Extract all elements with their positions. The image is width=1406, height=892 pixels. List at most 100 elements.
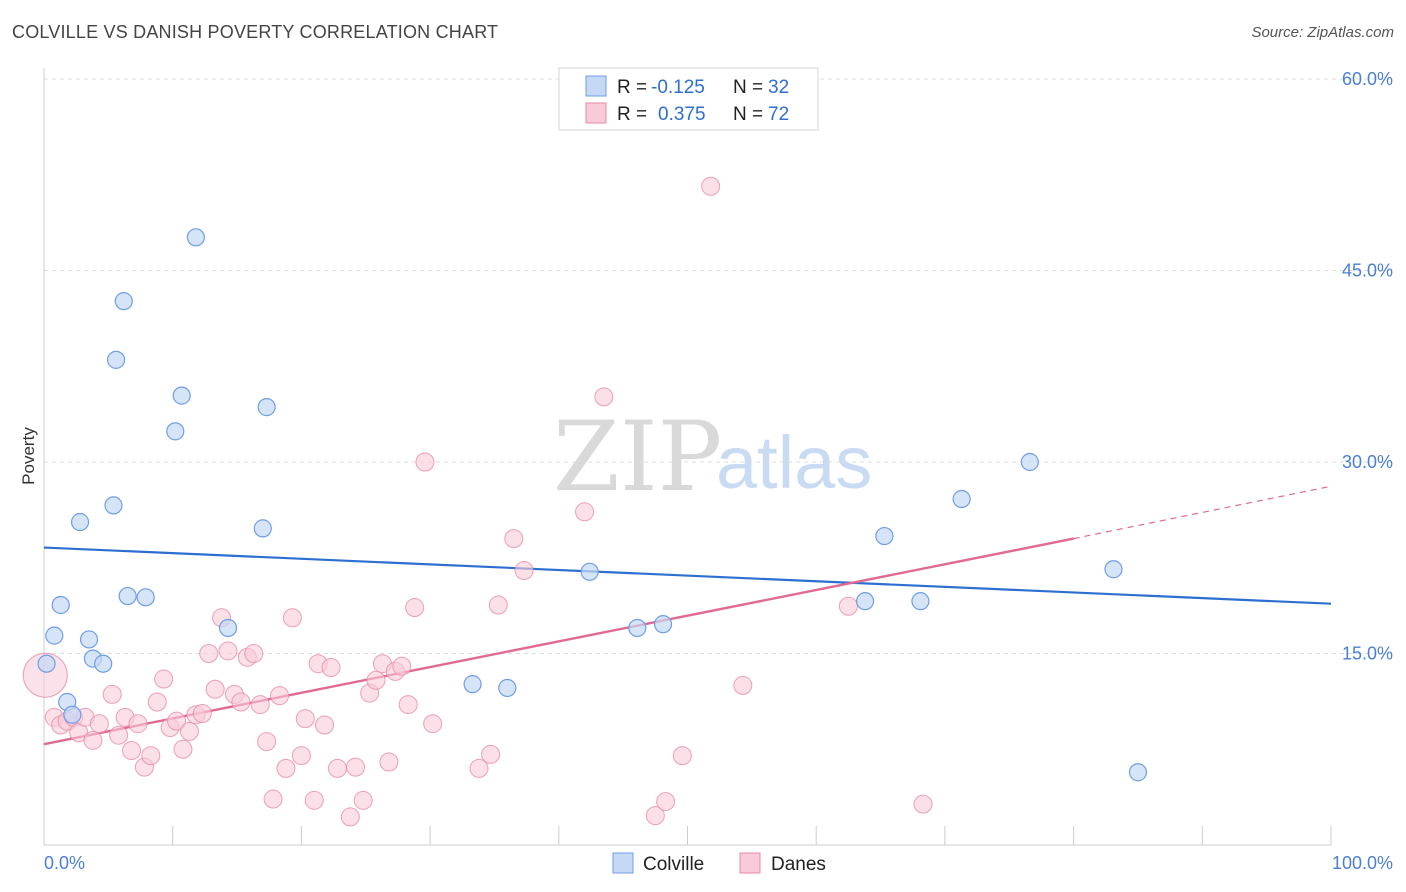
legend-r-value-danes: 0.375 (658, 104, 706, 125)
point-colville (218, 618, 238, 638)
point-danes (481, 744, 501, 764)
point-colville (104, 496, 123, 515)
point-colville (628, 618, 647, 638)
point-danes (179, 721, 199, 741)
point-colville (856, 592, 875, 611)
point-danes (173, 739, 193, 759)
point-colville (106, 350, 126, 369)
legend-n-value-danes: 72 (768, 104, 789, 125)
y-tick-label: 15.0% (1342, 644, 1393, 664)
point-colville (118, 586, 137, 606)
x-tick-label-max: 100.0% (1332, 853, 1393, 873)
y-axis-label: Poverty (19, 427, 38, 485)
trendline-danes-extension (1073, 485, 1332, 540)
trend-layer (43, 485, 1332, 746)
point-danes (250, 695, 270, 715)
point-danes (392, 656, 412, 676)
point-colville (79, 630, 99, 649)
point-colville (498, 678, 517, 698)
point-danes (244, 644, 264, 663)
point-danes (345, 757, 365, 777)
point-colville (136, 588, 155, 607)
point-danes (257, 732, 277, 752)
point-danes (147, 692, 167, 712)
point-colville (45, 626, 64, 645)
point-danes (415, 452, 435, 472)
point-danes (276, 758, 296, 778)
point-colville (1104, 560, 1123, 579)
legend-bottom: Colville Danes (612, 852, 826, 875)
point-danes (291, 746, 311, 766)
legend-n-value-colville: 32 (768, 77, 789, 98)
point-danes (327, 758, 347, 778)
chart-source: Source: ZipAtlas.com (1251, 24, 1394, 41)
point-colville (114, 292, 133, 311)
point-colville (172, 386, 191, 405)
watermark-atlas: atlas (716, 421, 872, 504)
axis-layer (43, 68, 1332, 846)
point-colville (37, 654, 56, 673)
point-danes (838, 596, 858, 616)
point-danes (672, 746, 692, 766)
legend-r-value-colville: -0.125 (651, 77, 705, 98)
point-colville (875, 526, 894, 546)
point-colville (911, 592, 930, 611)
point-colville (253, 519, 272, 538)
point-danes (353, 790, 373, 810)
point-danes (315, 715, 335, 735)
point-colville (1128, 763, 1148, 782)
point-danes (154, 669, 174, 689)
point-colville (1020, 452, 1039, 472)
watermark-zip: ZIP (553, 401, 722, 513)
legend-bottom-swatch-colville (612, 852, 634, 874)
points-layer (22, 176, 1148, 827)
point-danes (295, 709, 315, 729)
point-danes (340, 807, 360, 827)
point-colville (51, 595, 70, 615)
point-danes (913, 794, 933, 814)
point-danes (423, 714, 443, 734)
point-danes (645, 806, 665, 826)
point-colville (257, 398, 276, 417)
legend-n-label-colville: N = (733, 77, 763, 98)
point-danes (102, 684, 122, 704)
point-danes (231, 692, 251, 712)
point-danes (366, 670, 386, 690)
point-colville (580, 562, 599, 581)
y-tick-label: 60.0% (1342, 69, 1393, 89)
legend-bottom-swatch-danes (739, 852, 761, 874)
point-danes (398, 695, 418, 715)
point-colville (463, 675, 482, 694)
point-danes (141, 746, 161, 766)
legend-r-label-colville: R = (617, 77, 647, 98)
point-colville (952, 489, 971, 509)
trendline-danes (43, 537, 1074, 746)
legend-swatch-colville (585, 75, 607, 97)
point-colville (186, 228, 205, 247)
point-danes (656, 792, 676, 812)
point-danes (733, 675, 753, 695)
point-danes (199, 644, 219, 663)
point-danes (128, 714, 148, 734)
y-tick-label: 30.0% (1342, 452, 1393, 472)
point-danes (167, 711, 187, 731)
trendline-colville (43, 546, 1332, 605)
legend-bottom-label-colville: Colville (643, 854, 704, 875)
legend-r-label-danes: R = (617, 104, 647, 125)
point-colville (70, 512, 90, 532)
point-danes (22, 652, 68, 698)
point-colville (653, 615, 673, 634)
chart-title: COLVILLE VS DANISH POVERTY CORRELATION C… (12, 22, 499, 42)
legend-top: R = -0.125 N = 32 R = 0.375 N = 72 (558, 67, 819, 131)
point-danes (514, 561, 534, 581)
point-danes (263, 789, 283, 809)
point-danes (218, 641, 238, 661)
point-danes (122, 741, 142, 761)
grid-layer: 15.0% 30.0% 45.0% 60.0% (44, 69, 1393, 664)
point-danes (321, 658, 341, 678)
point-danes (575, 502, 595, 522)
point-danes (304, 790, 324, 810)
legend-swatch-danes (585, 102, 607, 124)
point-danes (488, 595, 508, 615)
